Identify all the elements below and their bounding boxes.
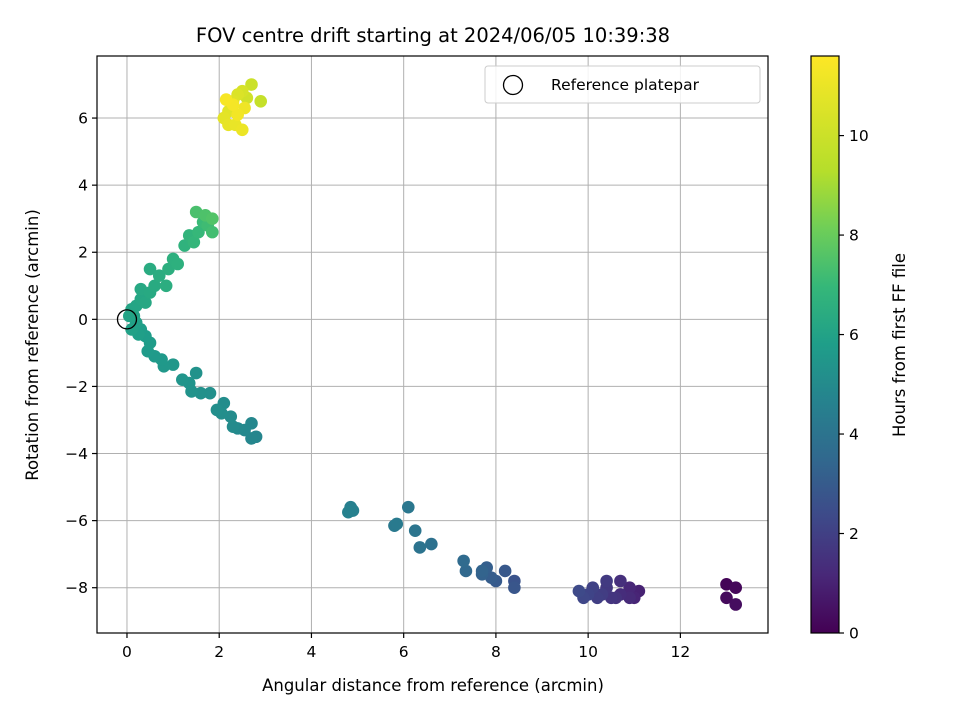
data-point [498,564,512,578]
data-point [210,403,224,417]
data-point [176,373,189,387]
data-point [125,323,138,336]
data-point [729,581,743,595]
data-point [192,225,205,239]
data-point [614,574,627,588]
data-point [390,517,404,531]
y-tick-label: −8 [65,579,88,597]
legend-label: Reference platepar [551,76,700,94]
data-point [459,564,473,578]
colorbar: 0 2 4 6 8 10 Hours from first FF file [810,55,909,643]
data-point [219,93,233,106]
data-point [720,591,733,605]
data-point [729,598,743,611]
reference-layer [116,309,138,330]
plot-frame [96,55,769,634]
data-point [143,262,157,276]
data-point [226,420,240,433]
data-point [401,500,415,514]
x-tick-label: 4 [307,643,317,661]
data-point [205,225,219,239]
data-point [205,212,219,226]
x-tick-label: 6 [399,643,409,661]
legend: Reference platepar [484,65,761,104]
colorbar-frame [810,55,840,634]
colorbar-tick-label: 10 [849,127,869,145]
y-tick-label: −4 [65,445,88,463]
data-point [457,554,470,568]
y-tick-label: 0 [78,311,88,329]
data-point [235,123,249,137]
data-point [408,524,422,537]
data-point [254,94,268,108]
data-point [245,432,258,445]
grid [97,56,768,633]
data-point [152,269,166,283]
data-point [623,581,636,595]
data-point [342,505,355,519]
data-point [231,108,244,122]
data-point [159,279,173,293]
data-point [572,584,586,598]
data-point [413,541,427,554]
data-point [508,581,521,595]
x-axis-label: Angular distance from reference (arcmin) [262,676,604,695]
y-tick-label: 4 [78,177,88,195]
x-tick-label: 0 [122,643,132,661]
data-point [187,235,201,249]
y-tick-label: 6 [78,110,88,128]
x-tick-label: 8 [491,643,501,661]
colorbar-tick-label: 8 [849,227,859,245]
data-point [425,537,438,551]
chart-title: FOV centre drift starting at 2024/06/05 … [196,24,670,47]
y-axis-label: Rotation from reference (arcmin) [23,209,42,481]
y-tick-label: 2 [78,244,88,262]
data-point [475,564,489,578]
legend-box [484,65,761,104]
reference-platepar-marker [116,309,138,330]
data-point [203,386,217,400]
colorbar-tick-label: 2 [849,525,859,543]
data-point [139,296,152,309]
data-point [148,279,161,293]
colorbar-tick-label: 6 [849,326,859,344]
x-tick-label: 12 [671,643,691,661]
y-tick-label: −2 [65,378,88,396]
data-point [162,262,175,276]
x-axis-ticks: 0 2 4 6 8 10 12 [122,633,690,661]
colorbar-ticks: 0 2 4 6 8 10 [839,127,869,643]
data-point [600,574,613,588]
colorbar-tick-label: 4 [849,426,859,444]
data-point [189,366,203,380]
x-tick-label: 2 [214,643,224,661]
data-points [122,78,743,611]
x-tick-label: 10 [578,643,598,661]
y-axis-ticks: −8 −6 −4 −2 0 2 4 6 [65,110,97,597]
colorbar-label: Hours from first FF file [890,253,909,437]
colorbar-tick-label: 0 [849,625,859,643]
colorbar-gradient [811,56,839,633]
y-tick-label: −6 [65,512,88,530]
legend-reference-marker [502,74,524,96]
data-point [245,78,258,91]
data-point [171,257,185,271]
